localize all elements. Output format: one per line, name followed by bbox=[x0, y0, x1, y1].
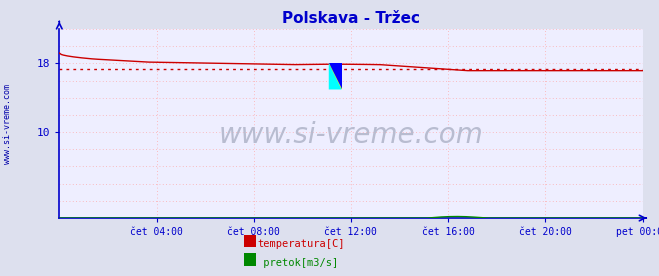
Text: temperatura[C]: temperatura[C] bbox=[257, 239, 345, 249]
Polygon shape bbox=[329, 63, 341, 89]
Text: www.si-vreme.com: www.si-vreme.com bbox=[219, 121, 483, 149]
Text: pretok[m3/s]: pretok[m3/s] bbox=[257, 258, 338, 268]
Text: www.si-vreme.com: www.si-vreme.com bbox=[3, 84, 13, 164]
Polygon shape bbox=[329, 63, 341, 89]
Bar bbox=[329, 63, 341, 89]
Title: Polskava - Tržec: Polskava - Tržec bbox=[282, 11, 420, 26]
